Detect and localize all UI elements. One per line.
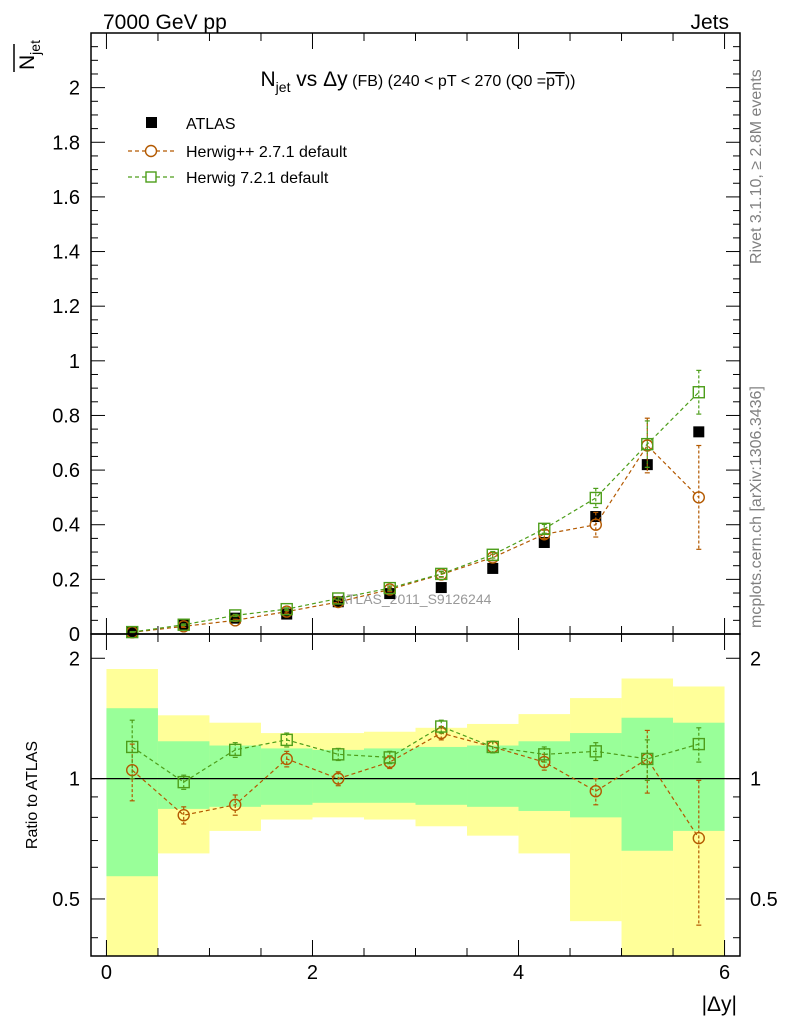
main-atlas-point (435, 582, 447, 594)
legend-label-herwigpp: Herwig++ 2.7.1 default (186, 144, 348, 161)
main-title: Njet vs Δy (FB) (240 < pT < 270 (Q0 =pT)… (261, 68, 576, 95)
main-herwig-7-2-1-default-point (229, 609, 242, 622)
svg-text:Ratio to ATLAS: Ratio to ATLAS (24, 741, 41, 849)
energy-label: 7000 GeV pp (103, 11, 227, 34)
main-herwig-7-2-1-default-point (589, 491, 602, 505)
main-atlas-point (229, 612, 241, 624)
main-herwig-7-2-1-default-point (280, 602, 293, 616)
ratio-herwig-7-2-1-default-point (435, 720, 448, 733)
svg-text:mcplots.cern.ch [arXiv:1306.34: mcplots.cern.ch [arXiv:1306.3436] (748, 386, 765, 628)
legend-marker-herwigpp (144, 144, 158, 158)
main-herwig-2-7-1-default-line (132, 444, 700, 633)
ratio-y-tick-label: 0.5 (52, 889, 80, 911)
ratio-herwig-7-2-1-default-point (177, 775, 190, 789)
ratio-herwig-2-7-1-default-point (332, 772, 345, 785)
legend-label-herwig7: Herwig 7.2.1 default (186, 170, 329, 187)
ratio-y-tick-label-right: 2 (750, 648, 761, 670)
ratio-herwig-7-2-1-default-point (383, 751, 396, 764)
ratio-ylabel: Ratio to ATLAS (24, 741, 41, 849)
ratio-y-tick-label: 1 (69, 769, 80, 791)
main-herwig-7-2-1-default-point (435, 567, 448, 581)
ratio-herwig-7-2-1-default-point (229, 743, 242, 757)
y-tick-label: 0 (69, 624, 80, 646)
main-atlas-point (590, 511, 602, 523)
main-herwig-7-2-1-default-point (538, 522, 551, 536)
legend-marker-herwig7 (145, 171, 157, 183)
rivet-label: Rivet 3.1.10, ≥ 2.8M events (748, 69, 765, 264)
main-atlas-point (487, 562, 499, 574)
ratio-herwig-7-2-1-default-point (486, 740, 499, 754)
legend: ATLAS Herwig++ 2.7.1 default Herwig 7.2.… (128, 116, 348, 187)
ratio-herwig-7-2-1-default-point (641, 752, 654, 766)
main-herwig-2-7-1-default-point (589, 518, 602, 531)
main-herwig-7-2-1-default-point (486, 548, 499, 561)
ratio-herwig-2-7-1-default-point (229, 798, 242, 812)
main-atlas-point (693, 426, 705, 438)
ratio-herwig-7-2-1-default-point (280, 733, 293, 747)
y-tick-label: 1 (69, 351, 80, 373)
svg-text:Rivet 3.1.10, ≥ 2.8M events: Rivet 3.1.10, ≥ 2.8M events (748, 69, 765, 264)
main-herwig-7-2-1-default-point (383, 581, 396, 595)
main-ylabel: Njet (16, 40, 43, 70)
main-atlas-point (538, 536, 550, 548)
ratio-y-tick-label-right: 0.5 (750, 889, 778, 911)
y-tick-label: 1.4 (52, 242, 80, 264)
ratio-herwig-2-7-1-default-point (177, 809, 190, 822)
ratio-xlabel: |Δy| (702, 993, 737, 1016)
main-herwig-7-2-1-default-point (692, 386, 705, 399)
ratio-y-tick-label: 2 (69, 648, 80, 670)
main-herwig-2-7-1-default-point (692, 491, 705, 504)
uncertainty-band-inner (415, 746, 468, 805)
ratio-herwig-7-2-1-default-point (126, 740, 139, 754)
ratio-x-tick-label: 0 (101, 962, 112, 984)
ratio-herwig-7-2-1-default-point (589, 745, 602, 758)
ratio-herwig-2-7-1-default-line (131, 732, 700, 839)
ratio-herwig-7-2-1-default-point (692, 737, 705, 751)
y-tick-label: 1.8 (52, 132, 80, 154)
process-label: Jets (690, 11, 729, 34)
ratio-x-tick-label: 4 (513, 962, 524, 984)
svg-text:Njet: Njet (16, 40, 43, 70)
main-herwig-7-2-1-default-point (641, 437, 654, 451)
ratio-herwig-7-2-1-default-point (332, 748, 345, 761)
watermark: ATLAS_2011_S9126244 (339, 591, 492, 607)
uncertainty-band-inner (570, 733, 622, 818)
ratio-x-tick-label: 2 (307, 962, 318, 984)
main-panel: ATLAS_2011_S9126244 0 0.2 0.4 0.6 0.8 1 1.2 1.4… (13, 32, 741, 646)
ratio-herwig-2-7-1-default-point (692, 831, 705, 845)
uncertainty-band-inner (467, 745, 519, 807)
y-tick-label: 2 (69, 78, 80, 100)
ratio-herwig-2-7-1-default-point (538, 755, 551, 769)
uncertainty-band-inner (312, 749, 364, 803)
y-tick-label: 0.8 (52, 405, 80, 427)
legend-label-atlas: ATLAS (186, 116, 236, 133)
main-herwig-7-2-1-default-line (132, 391, 700, 633)
y-tick-label: 0.4 (52, 515, 80, 537)
mcplots-label: mcplots.cern.ch [arXiv:1306.3436] (748, 386, 765, 628)
legend-marker-atlas (146, 117, 157, 128)
ratio-panel: 0.5 0.5 1 1 2 2 0 2 4 6 Ratio to ATLAS |Δy| (24, 633, 778, 1016)
ratio-herwig-2-7-1-default-point (280, 752, 293, 766)
y-tick-label: 0.2 (52, 569, 80, 591)
y-tick-label: 1.6 (52, 187, 80, 209)
main-herwig-7-2-1-default-point (177, 618, 190, 631)
y-tick-label: 0.6 (52, 460, 80, 482)
ratio-frame (90, 633, 741, 957)
ratio-herwig-2-7-1-default-point (589, 785, 602, 798)
ratio-herwig-7-2-1-default-point (538, 748, 551, 761)
uncertainty-band-inner (106, 708, 158, 877)
ratio-x-tick-label: 6 (719, 962, 730, 984)
y-tick-label: 1.2 (52, 296, 80, 318)
main-herwig-7-2-1-default-point (126, 625, 139, 639)
ratio-herwig-7-2-1-default-line (131, 725, 699, 783)
main-herwig-7-2-1-default-point (332, 592, 345, 605)
ratio-y-tick-label-right: 1 (750, 769, 761, 791)
